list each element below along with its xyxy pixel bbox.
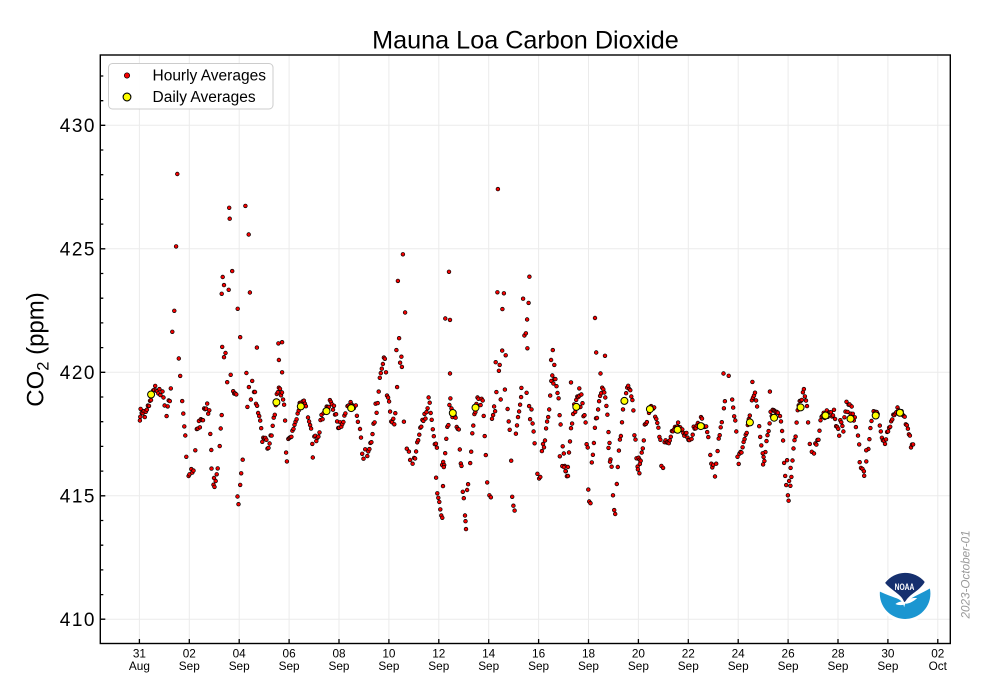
svg-text:30: 30 [881, 647, 895, 661]
svg-text:NOAA: NOAA [895, 582, 915, 593]
svg-text:16: 16 [532, 647, 546, 661]
svg-text:Sep: Sep [229, 659, 250, 673]
svg-text:Hourly Averages: Hourly Averages [153, 68, 267, 85]
svg-text:Sep: Sep [678, 659, 699, 673]
svg-text:04: 04 [233, 647, 247, 661]
svg-text:20: 20 [632, 647, 646, 661]
svg-text:Sep: Sep [877, 659, 898, 673]
svg-text:Sep: Sep [828, 659, 849, 673]
svg-text:Oct: Oct [929, 659, 948, 673]
svg-text:Daily Averages: Daily Averages [153, 89, 256, 106]
svg-text:14: 14 [482, 647, 496, 661]
svg-text:2023-October-01: 2023-October-01 [960, 530, 973, 619]
svg-text:24: 24 [732, 647, 746, 661]
svg-text:Mauna Loa Carbon Dioxide: Mauna Loa Carbon Dioxide [372, 27, 679, 55]
svg-text:CO2 (ppm): CO2 (ppm) [23, 292, 53, 407]
svg-text:Aug: Aug [129, 659, 150, 673]
svg-text:415: 415 [60, 486, 96, 507]
svg-text:Sep: Sep [778, 659, 799, 673]
svg-text:430: 430 [60, 116, 96, 137]
svg-text:Sep: Sep [628, 659, 649, 673]
svg-text:06: 06 [283, 647, 297, 661]
svg-text:410: 410 [60, 610, 96, 631]
svg-text:Sep: Sep [179, 659, 200, 673]
svg-text:Sep: Sep [428, 659, 449, 673]
svg-text:Sep: Sep [378, 659, 399, 673]
svg-text:420: 420 [60, 363, 96, 384]
svg-text:Sep: Sep [578, 659, 599, 673]
svg-text:02: 02 [183, 647, 196, 661]
svg-text:08: 08 [332, 647, 346, 661]
svg-text:Sep: Sep [528, 659, 549, 673]
svg-text:12: 12 [432, 647, 445, 661]
svg-text:425: 425 [60, 239, 96, 260]
svg-text:28: 28 [831, 647, 845, 661]
svg-text:Sep: Sep [478, 659, 499, 673]
svg-text:Sep: Sep [279, 659, 300, 673]
svg-text:22: 22 [682, 647, 695, 661]
svg-text:26: 26 [782, 647, 796, 661]
svg-text:02: 02 [931, 647, 944, 661]
svg-text:10: 10 [382, 647, 396, 661]
svg-text:Sep: Sep [728, 659, 749, 673]
svg-text:31: 31 [133, 647, 146, 661]
svg-text:Sep: Sep [329, 659, 350, 673]
svg-text:18: 18 [582, 647, 596, 661]
